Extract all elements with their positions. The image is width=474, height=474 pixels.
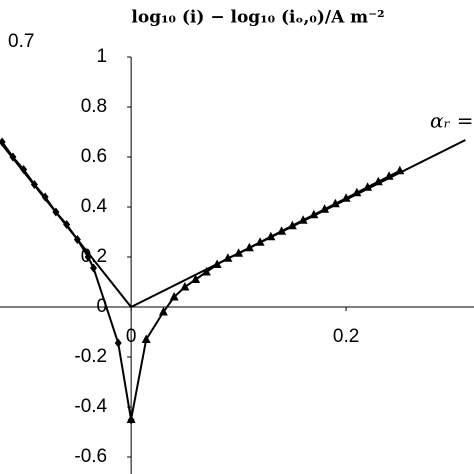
triangle-marker: [158, 307, 168, 316]
series-line: [130, 169, 401, 420]
triangle-marker: [169, 292, 179, 301]
diamond-marker: [90, 263, 98, 273]
y-tick-label: 0: [97, 296, 108, 317]
x-tick-label: 0: [126, 326, 137, 347]
y-tick-label: -0.6: [74, 446, 107, 467]
triangle-marker: [341, 193, 351, 202]
diamond-marker: [84, 252, 92, 262]
series-line: [1, 141, 133, 421]
y-tick-label: 0.6: [81, 146, 107, 167]
diamond-marker: [9, 152, 17, 162]
y-tick-label: 0.8: [81, 96, 107, 117]
triangle-marker: [234, 248, 244, 257]
diamond-marker: [41, 192, 49, 202]
triangle-marker: [244, 242, 254, 252]
triangle-marker: [212, 259, 222, 268]
triangle-marker: [320, 204, 330, 213]
triangle-marker: [330, 198, 340, 208]
diamond-marker: [20, 165, 28, 174]
diamond-marker: [63, 220, 71, 229]
series-line: [0, 139, 466, 309]
diamond-marker: [0, 137, 6, 147]
triangle-marker: [191, 274, 201, 283]
diamond-marker: [52, 207, 60, 217]
triangle-marker: [126, 414, 136, 423]
diamond-marker: [114, 338, 122, 348]
annotation: 0.7: [8, 31, 34, 52]
diamond-marker: [30, 180, 38, 189]
triangle-marker: [141, 334, 151, 343]
triangle-marker: [309, 209, 319, 219]
y-tick-label: -0.4: [74, 396, 107, 417]
triangle-marker: [223, 253, 233, 262]
triangle-marker: [287, 220, 297, 230]
annotation: αᵣ =: [430, 109, 474, 133]
triangle-marker: [266, 231, 276, 241]
triangle-marker: [298, 215, 308, 224]
x-tick-label: 0.2: [333, 326, 359, 347]
triangle-marker: [180, 282, 190, 291]
triangle-marker: [255, 237, 265, 246]
y-tick-label: -0.2: [74, 346, 107, 367]
triangle-marker: [373, 176, 383, 186]
triangle-marker: [363, 182, 373, 191]
y-tick-label: 0.4: [81, 196, 108, 217]
triangle-marker: [201, 267, 211, 276]
triangle-marker: [395, 165, 405, 175]
y-tick-label: 1: [97, 46, 108, 67]
triangle-marker: [277, 226, 287, 235]
chart-title: log₁₀ (i) − log₁₀ (iₒ,₀)/A m⁻²: [131, 8, 384, 28]
triangle-marker: [384, 171, 394, 180]
diamond-marker: [73, 235, 81, 244]
triangle-marker: [352, 187, 362, 197]
